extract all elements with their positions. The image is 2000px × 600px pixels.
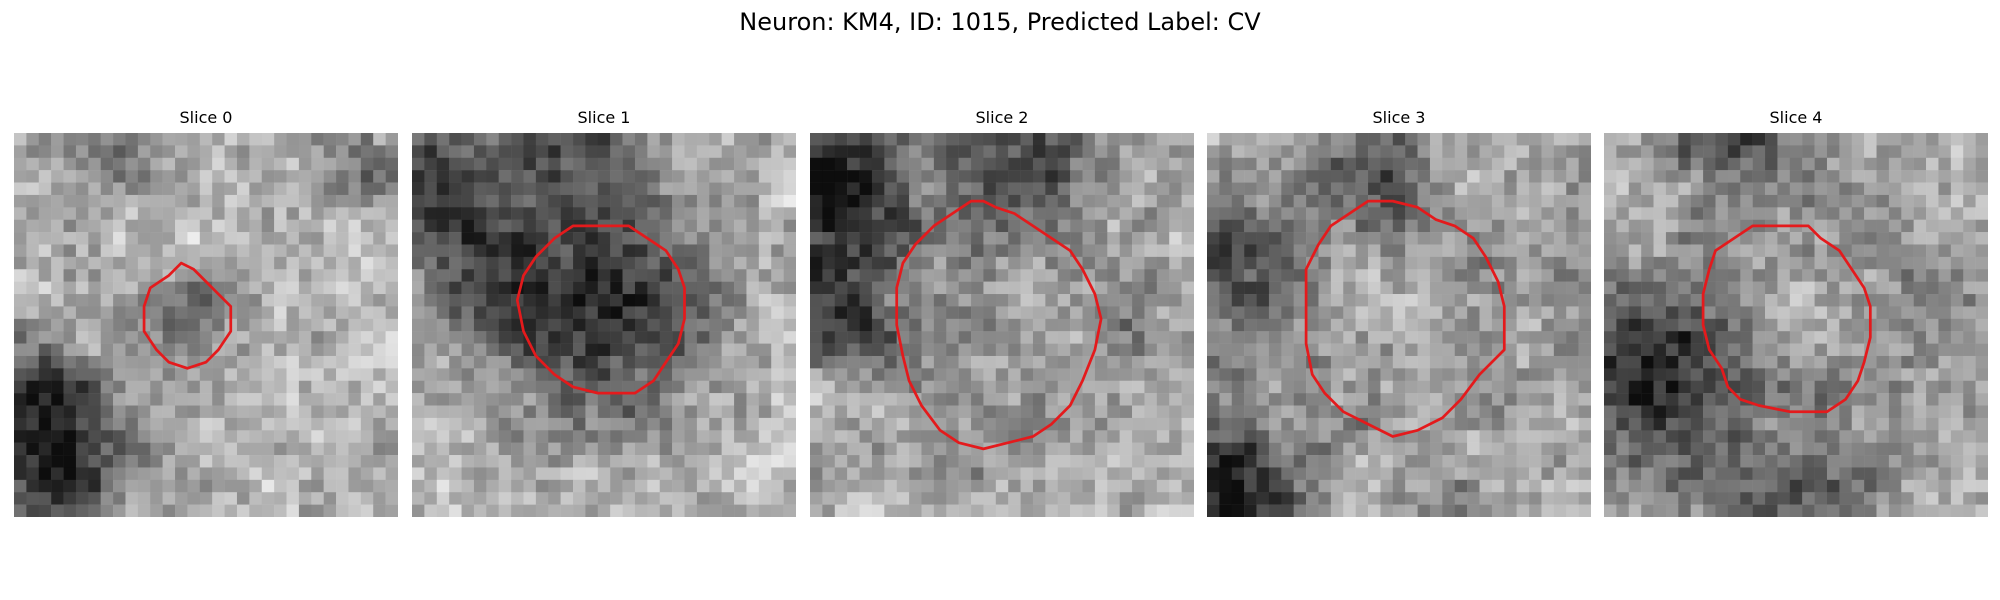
- slice-image-0: [14, 133, 398, 517]
- pixel-texture: [1207, 133, 1591, 517]
- slice-title: Slice 1: [577, 108, 631, 127]
- roi-contour: [515, 224, 686, 395]
- roi-contour: [142, 261, 233, 370]
- slice-title: Slice 2: [975, 108, 1029, 127]
- roi-contour: [895, 199, 1103, 451]
- slice-title: Slice 4: [1769, 108, 1823, 127]
- slice-image-3: [1207, 133, 1591, 517]
- pixel-texture: [810, 133, 1194, 517]
- roi-contour: [1304, 199, 1506, 438]
- roi-contour: [1701, 224, 1872, 414]
- figure-title: Neuron: KM4, ID: 1015, Predicted Label: …: [739, 8, 1261, 36]
- pixel-texture: [1604, 133, 1988, 517]
- slice-image-2: [810, 133, 1194, 517]
- slice-title: Slice 3: [1372, 108, 1426, 127]
- pixel-texture: [412, 133, 796, 517]
- pixel-texture: [14, 133, 398, 517]
- slice-image-4: [1604, 133, 1988, 517]
- slice-image-1: [412, 133, 796, 517]
- slice-title: Slice 0: [179, 108, 233, 127]
